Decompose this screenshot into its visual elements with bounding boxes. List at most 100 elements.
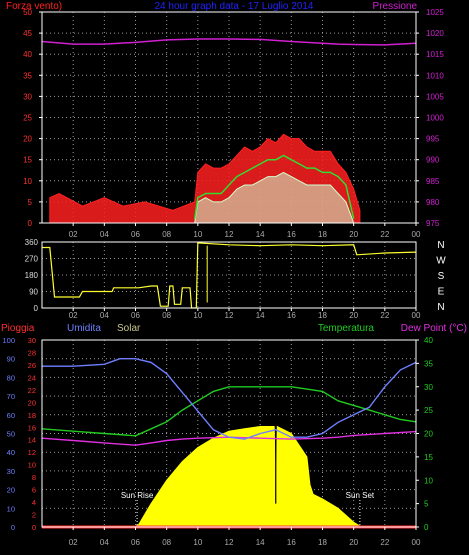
x-tick-label: 08 [162,230,171,239]
temperature-y-tick-label: 10 [424,476,433,485]
wind-pressure-panel: Forza vento) 24 hour graph data - 17 Lug… [6,1,444,239]
wind-y-tick-label: 35 [23,71,32,80]
x-tick-label: 00 [412,311,421,320]
direction-panel-grid [42,242,416,308]
rain-y-tick-label: 24 [28,373,36,382]
rain-label: Pioggia [1,323,35,334]
rain-y-tick-label: 6 [32,486,36,495]
temperature-y-tick-label: 40 [424,336,433,345]
rain-y-tick-label: 10 [28,461,36,470]
x-tick-label: 10 [193,311,202,320]
rain-y-tick-label: 28 [28,348,36,357]
humidity-label: Umidita [67,323,101,334]
rain-y-tick-label: 22 [28,386,36,395]
temperature-y-axis-ticks: 0 5 10 15 20 25 30 35 40 [416,336,433,532]
x-tick-label: 02 [69,538,78,547]
wind-y-tick-label: 0 [28,219,33,228]
temperature-y-tick-label: 35 [424,359,433,368]
x-tick-label: 22 [380,230,389,239]
pressure-y-tick-label: 975 [426,219,440,228]
solar-label: Solar [117,323,141,334]
wind-left-label: Forza vento) [6,1,62,12]
x-tick-label: 10 [193,230,202,239]
wind-mean-series [194,171,355,224]
x-tick-label: 14 [256,311,265,320]
wind-y-tick-label: 30 [23,92,32,101]
compass-tick-label: W [436,256,446,267]
rain-y-tick-label: 20 [28,398,36,407]
humidity-y-tick-label: 100 [2,336,15,345]
pressure-y-tick-label: 1020 [426,29,444,38]
x-tick-label: 02 [69,230,78,239]
direction-y-tick-label: 270 [25,255,39,264]
x-tick-label: 00 [412,230,421,239]
humidity-y-tick-label: 90 [7,355,15,364]
x-tick-label: 00 [412,538,421,547]
compass-tick-label: N [437,240,444,251]
x-tick-label: 16 [287,230,296,239]
wind-y-tick-label: 40 [23,50,32,59]
pressure-y-tick-label: 1015 [426,50,444,59]
wind-y-tick-label: 15 [23,156,32,165]
x-tick-label: 10 [193,538,202,547]
pressure-y-tick-label: 980 [426,198,440,207]
wind-panel-frame [41,11,417,224]
temperature-series [41,386,417,437]
x-tick-label: 04 [100,230,109,239]
rain-y-tick-label: 14 [28,436,36,445]
wind-direction-series [42,242,417,309]
dewpoint-label: Dew Point (°C) [401,323,467,334]
x-tick-label: 08 [162,538,171,547]
temperature-y-tick-label: 0 [424,523,429,532]
wind-y-tick-label: 45 [23,29,32,38]
x-tick-label: 22 [380,311,389,320]
x-tick-label: 14 [256,538,265,547]
x-tick-label: 04 [100,538,109,547]
x-tick-label: 06 [131,538,140,547]
pressure-y-axis-ticks: 975 980 985 990 995 1000 1005 1010 1015 1020 1025 [416,8,444,228]
x-tick-label: 20 [349,230,358,239]
rain-y-tick-label: 8 [32,473,36,482]
rain-y-tick-label: 12 [28,448,36,457]
pressure-y-tick-label: 1005 [426,92,444,101]
x-tick-label: 22 [380,538,389,547]
direction-x-axis-ticks: 02 04 06 08 10 12 14 16 18 20 22 00 [69,308,421,320]
wind-x-axis-ticks: 02 04 06 08 10 12 14 16 18 20 22 00 [69,223,421,239]
x-tick-label: 16 [287,311,296,320]
compass-tick-label: N [437,302,444,313]
sun-event-label: Sun Rise [121,491,154,500]
temperature-label: Temperatura [318,323,375,334]
direction-series [42,242,417,309]
pressure-right-label: Pressione [373,1,418,12]
temperature-y-tick-label: 5 [424,500,429,509]
climate-x-axis-ticks: 02 04 06 08 10 12 14 16 18 20 22 00 [69,527,421,547]
humidity-y-tick-label: 80 [7,373,15,382]
temperature-y-tick-label: 20 [424,430,433,439]
humidity-series [42,358,417,440]
compass-tick-label: E [438,287,445,298]
x-tick-label: 14 [256,230,265,239]
x-tick-label: 04 [100,311,109,320]
humidity-y-tick-label: 40 [7,448,15,457]
wind-y-tick-label: 25 [23,114,32,123]
solar-series [42,425,416,528]
wind-y-tick-label: 5 [28,198,33,207]
x-tick-label: 20 [349,538,358,547]
rain-y-tick-label: 4 [32,498,36,507]
pressure-y-tick-label: 990 [426,156,440,165]
humidity-y-tick-label: 0 [11,523,15,532]
humidity-y-tick-label: 70 [7,392,15,401]
rain-y-tick-label: 16 [28,423,36,432]
rain-y-tick-label: 0 [32,523,36,532]
direction-y-axis-ticks: 0 90 180 270 360 [25,238,39,313]
direction-panel-frame [41,241,417,309]
x-tick-label: 18 [318,538,327,547]
compass-tick-label: S [438,271,445,282]
climate-panel: Pioggia Umidita Solar Temperatura Dew Po… [1,323,467,547]
chart-title: 24 hour graph data - 17 Luglio 2014 [154,1,313,12]
x-tick-label: 12 [225,311,234,320]
humidity-y-tick-label: 10 [7,504,15,513]
x-tick-label: 06 [131,311,140,320]
